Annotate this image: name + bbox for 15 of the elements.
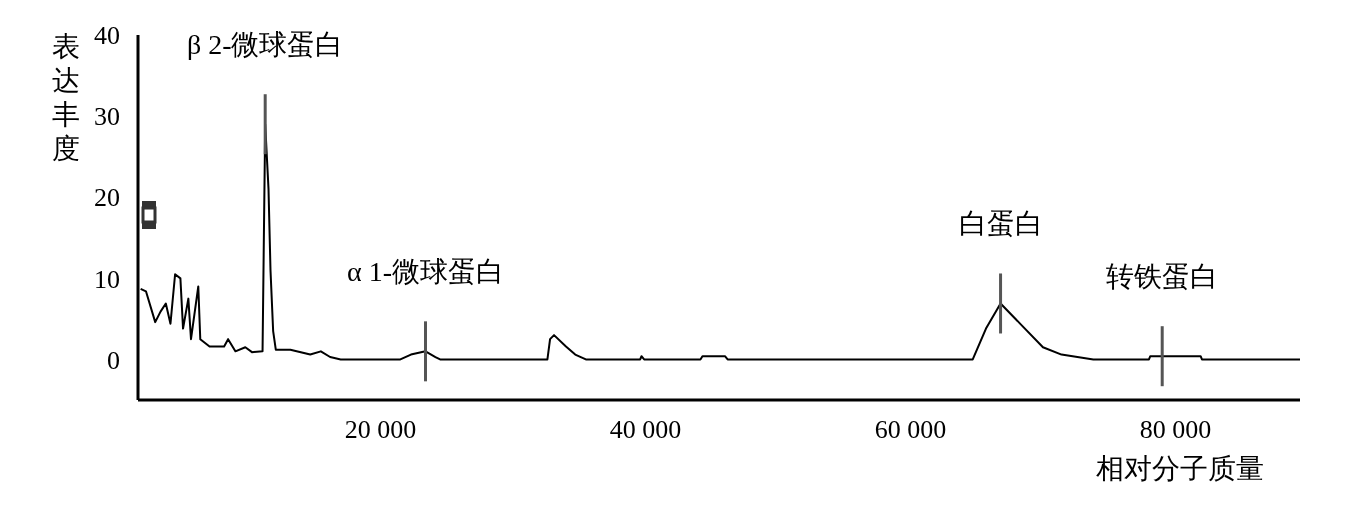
- x-tick-label: 40 000: [609, 415, 682, 445]
- y-tick-label: 20: [94, 183, 120, 213]
- y-tick-label: 0: [107, 345, 120, 375]
- y-tick-label: 40: [94, 21, 120, 51]
- x-tick-label: 20 000: [344, 415, 417, 445]
- y-tick-label: 30: [94, 102, 120, 132]
- x-tick-label: 80 000: [1139, 415, 1212, 445]
- annotation: 转铁蛋白: [1106, 261, 1219, 293]
- annotation: 白蛋白: [958, 208, 1043, 240]
- annotation: α 1-微球蛋白: [347, 256, 505, 288]
- y-tick-label: 10: [94, 264, 120, 294]
- annotation: β 2-微球蛋白: [186, 29, 344, 61]
- x-tick-label: 60 000: [874, 415, 947, 445]
- y-axis-title: 表达丰度: [51, 30, 81, 166]
- x-axis-title: 相对分子质量: [1095, 452, 1265, 486]
